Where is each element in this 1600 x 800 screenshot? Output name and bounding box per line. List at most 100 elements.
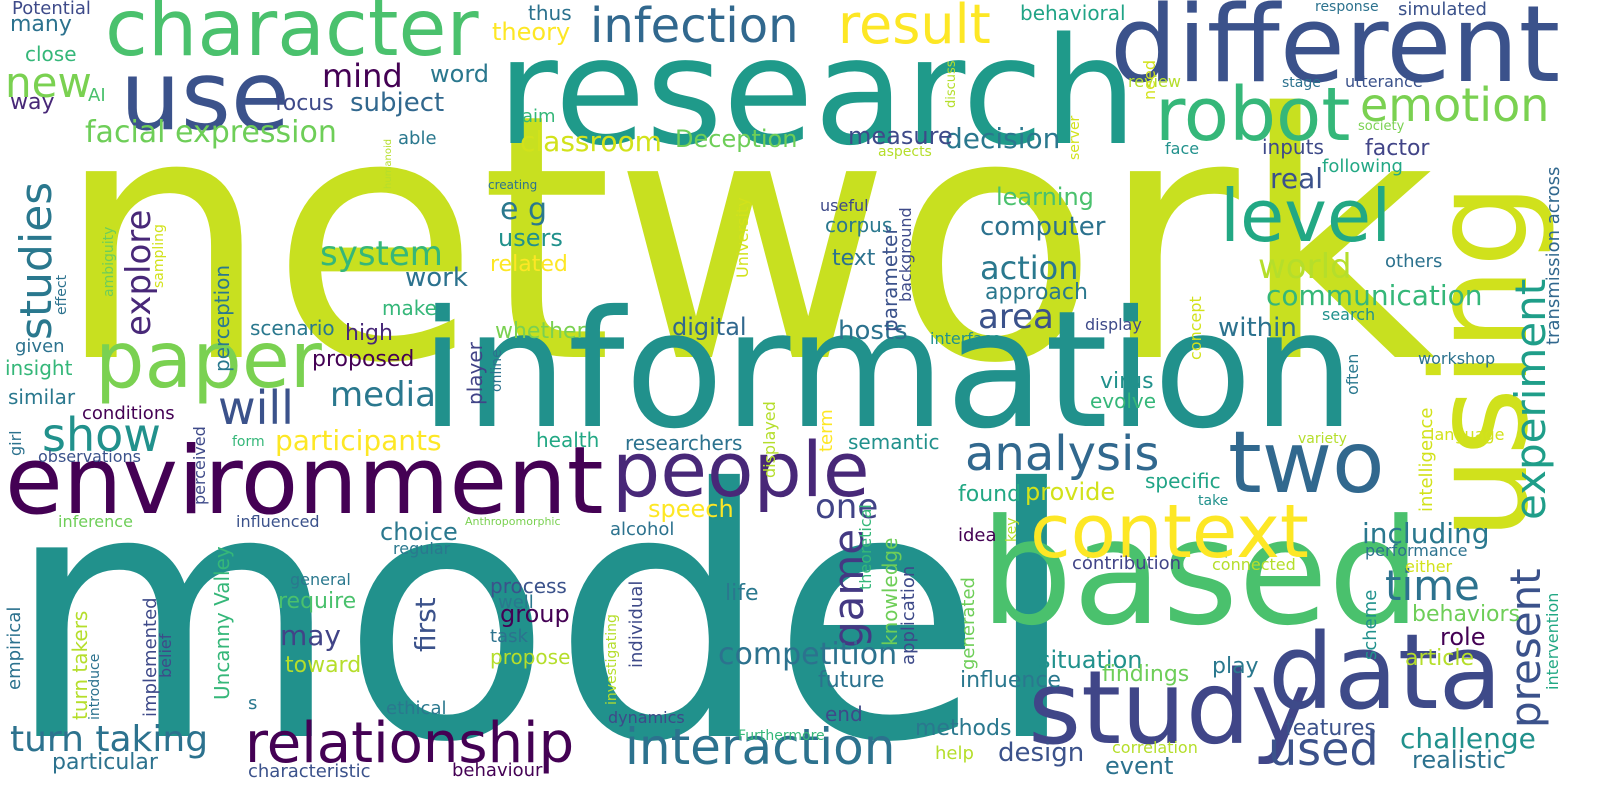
word: perception bbox=[210, 264, 234, 372]
word: speech bbox=[648, 495, 734, 523]
word: similar bbox=[8, 385, 76, 409]
word: review bbox=[1128, 72, 1181, 91]
word: decision bbox=[945, 122, 1061, 155]
word: proposed bbox=[312, 347, 415, 372]
word: s bbox=[248, 693, 258, 714]
word: transmission across bbox=[1543, 166, 1564, 345]
word: high bbox=[345, 321, 393, 346]
word: utterance bbox=[1345, 72, 1423, 91]
word: Potential bbox=[12, 0, 91, 19]
word: response bbox=[1315, 0, 1379, 15]
word: factor bbox=[1365, 136, 1430, 161]
word: task bbox=[490, 626, 528, 647]
word: many bbox=[10, 12, 72, 37]
word: given bbox=[15, 336, 65, 357]
word: learning bbox=[996, 183, 1094, 211]
word: language bbox=[1430, 425, 1505, 444]
word: related bbox=[490, 252, 568, 277]
word: turn taking bbox=[10, 719, 209, 760]
word: evolve bbox=[1090, 389, 1157, 413]
word: perceived bbox=[190, 426, 209, 505]
word: classroom bbox=[520, 125, 662, 158]
word: require bbox=[278, 589, 357, 614]
word: system bbox=[320, 234, 443, 274]
word: Deception bbox=[675, 125, 798, 153]
word: make bbox=[382, 296, 437, 320]
word: design bbox=[998, 738, 1085, 768]
word: specific bbox=[1145, 469, 1221, 493]
word: behavioral bbox=[1020, 1, 1126, 25]
word: real bbox=[1270, 162, 1324, 195]
word: idea bbox=[958, 525, 997, 546]
word: text bbox=[832, 246, 876, 271]
word: time bbox=[1385, 561, 1480, 610]
word: introduce bbox=[87, 653, 103, 720]
word: search bbox=[1322, 305, 1376, 324]
word: provide bbox=[1025, 478, 1116, 506]
word: use bbox=[120, 40, 290, 152]
word: network bbox=[55, 42, 1436, 438]
word: characteristic bbox=[248, 761, 371, 782]
word: dynamics bbox=[608, 708, 685, 727]
word: key bbox=[1004, 517, 1020, 542]
word: group bbox=[500, 600, 570, 628]
word: measure bbox=[848, 122, 953, 150]
word: able bbox=[398, 128, 437, 149]
word: scheme bbox=[1360, 589, 1381, 660]
word: aspects bbox=[878, 144, 932, 160]
word: subject bbox=[350, 88, 445, 118]
word: propose bbox=[490, 645, 571, 669]
word: empirical bbox=[4, 606, 25, 690]
word: interaction bbox=[625, 718, 896, 776]
word: digital bbox=[672, 313, 747, 341]
word: features bbox=[1285, 716, 1376, 741]
word: event bbox=[1105, 752, 1174, 780]
word: realistic bbox=[1412, 746, 1506, 774]
word: help bbox=[935, 743, 974, 764]
word: found bbox=[958, 482, 1022, 507]
word: investigating bbox=[604, 614, 620, 705]
word: knowledge bbox=[878, 537, 902, 646]
word: society bbox=[1358, 119, 1405, 134]
word: conditions bbox=[82, 403, 175, 424]
word: intelligence bbox=[1416, 407, 1437, 512]
word: following bbox=[1322, 156, 1403, 177]
word: two bbox=[1228, 413, 1385, 513]
word: simulated bbox=[1398, 0, 1487, 20]
word: close bbox=[25, 42, 77, 66]
word: paper bbox=[95, 316, 322, 406]
word: correlation bbox=[1112, 738, 1198, 757]
word: different bbox=[1110, 0, 1561, 106]
word: present bbox=[1501, 568, 1550, 728]
word: article bbox=[1405, 646, 1475, 671]
word: show bbox=[42, 408, 161, 462]
word: University bbox=[733, 197, 752, 278]
word: facial expression bbox=[85, 115, 337, 150]
word: player bbox=[463, 342, 487, 405]
word: emotion bbox=[1360, 78, 1550, 132]
word: influence bbox=[960, 668, 1061, 693]
word: media bbox=[330, 375, 436, 415]
word: may bbox=[280, 619, 342, 652]
word: online bbox=[489, 349, 505, 392]
word: often bbox=[1343, 353, 1362, 395]
word: workshop bbox=[1418, 349, 1496, 368]
word: methods bbox=[915, 716, 1012, 741]
word: area bbox=[978, 297, 1054, 337]
word: data bbox=[1268, 611, 1503, 733]
word: connected bbox=[1212, 555, 1296, 574]
word: ambiguity bbox=[101, 226, 117, 297]
word: users bbox=[498, 224, 563, 252]
word: world bbox=[1258, 247, 1352, 287]
word: new bbox=[5, 58, 92, 107]
word: regular bbox=[393, 539, 451, 558]
word: intervention bbox=[1543, 592, 1562, 690]
word: future bbox=[818, 668, 885, 693]
word: alcohol bbox=[610, 519, 675, 540]
word: toward bbox=[285, 653, 362, 678]
word: need bbox=[1140, 60, 1159, 100]
word: behaviors bbox=[1412, 602, 1521, 627]
word: computer bbox=[980, 212, 1106, 242]
word: well bbox=[498, 592, 534, 613]
